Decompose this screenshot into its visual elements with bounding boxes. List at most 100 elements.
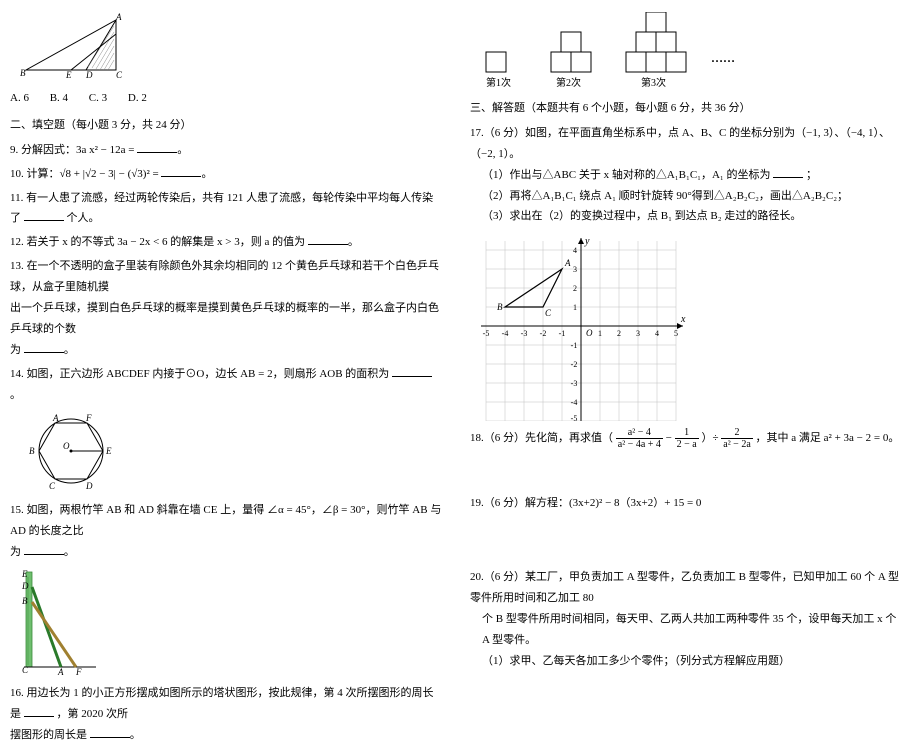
svg-text:E: E (65, 70, 72, 80)
section-2-title: 二、填空题（每小题 3 分，共 24 分） (10, 115, 442, 136)
q15-blank (24, 543, 64, 555)
q13-blank (24, 341, 64, 353)
q16-blank-1 (24, 705, 54, 717)
svg-text:A: A (115, 12, 122, 22)
q14-blank (392, 365, 432, 377)
q14-figure: A F E D C B O (16, 409, 442, 494)
svg-text:-5: -5 (483, 329, 490, 338)
spacer-1 (470, 453, 902, 493)
svg-text:4: 4 (573, 246, 577, 255)
q15-figure: E D B C A F (16, 567, 442, 677)
q14-text: 14. 如图，正六边形 ABCDEF 内接于⊙O，边长 AB = 2，则扇形 A… (10, 368, 389, 380)
svg-text:-1: -1 (559, 329, 566, 338)
svg-text:1: 1 (598, 329, 602, 338)
svg-text:x: x (680, 314, 686, 325)
q18: 18.（6 分）先化简，再求值（ a² − 4 a² − 4a + 4 − 1 … (470, 427, 902, 450)
svg-text:-4: -4 (502, 329, 509, 338)
option-b: B. 4 (50, 92, 68, 104)
svg-text:C: C (545, 308, 552, 318)
svg-text:-2: -2 (571, 360, 578, 369)
option-d: D. 2 (128, 92, 147, 104)
svg-text:D: D (21, 581, 29, 591)
q8-figure: A B E D C (16, 12, 442, 82)
q18-c: ，其中 a 满足 a² + 3a − 2 = 0。 (756, 432, 900, 444)
svg-text:2: 2 (617, 329, 621, 338)
q20-line1: 20.（6 分）某工厂，甲负责加工 A 型零件，乙负责加工 B 型零件，已知甲加… (470, 567, 902, 609)
q17-3: （3）求出在（2）的变换过程中，点 B₁ 到达点 B₂ 走过的路径长。 (470, 206, 902, 227)
q20: 20.（6 分）某工厂，甲负责加工 A 型零件，乙负责加工 B 型零件，已知甲加… (470, 567, 902, 671)
hexagon-svg: A F E D C B O (16, 409, 126, 494)
q20-line2: 个 B 型零件所用时间相同，每天甲、乙两人共加工两种零件 35 个，设甲每天加工… (470, 609, 902, 651)
svg-text:B: B (20, 68, 26, 78)
q10-blank (161, 165, 201, 177)
q18-b: ）÷ (701, 432, 718, 444)
svg-text:y: y (584, 236, 590, 247)
q11-tail: 个人。 (67, 212, 100, 224)
q13-line3: 为 。 (10, 340, 442, 361)
q17-figure: -5-4-3 -2-1 123 45 1234 -1-2-3 -4-5 O x … (476, 231, 902, 421)
cube-label-1: 第1次 (486, 76, 511, 89)
q17-stem: 17.（6 分）如图，在平面直角坐标系中，点 A、B、C 的坐标分别为（−1, … (470, 123, 902, 165)
q20-line3: （1）求甲、乙每天各加工多少个零件；（列分式方程解应用题） (470, 651, 902, 672)
svg-text:D: D (85, 481, 93, 491)
svg-text:E: E (105, 446, 112, 456)
q9-text: 9. 分解因式：3a x² − 12a = (10, 144, 134, 156)
svg-text:5: 5 (674, 329, 678, 338)
svg-text:3: 3 (636, 329, 640, 338)
minus: − (666, 432, 675, 444)
q17-1: （1）作出与△ABC 关于 x 轴对称的△A₁B₁C₁，A₁ 的坐标为 ； (470, 165, 902, 186)
q15: 15. 如图，两根竹竿 AB 和 AD 斜靠在墙 CE 上，量得 ∠α = 45… (10, 500, 442, 563)
q16-figure: 第1次 第2次 第3次 …… (476, 12, 902, 92)
svg-text:O: O (63, 441, 70, 451)
q16-blank-2 (90, 726, 130, 738)
svg-text:4: 4 (655, 329, 659, 338)
q13-line2: 出一个乒乓球，摸到白色乒乓球的概率是摸到黄色乒乓球的概率的一半，那么盒子内白色乒… (10, 298, 442, 340)
right-column: 第1次 第2次 第3次 …… 三、解答题（本题共有 6 个小题，每小题 6 分，… (460, 0, 920, 651)
svg-text:E: E (21, 569, 28, 579)
q18-a: 18.（6 分）先化简，再求值（ (470, 432, 613, 444)
cube-label-2: 第2次 (556, 76, 581, 89)
option-c: C. 3 (89, 92, 107, 104)
q16-line2: 摆图形的周长是 。 (10, 725, 442, 746)
svg-text:B: B (22, 596, 28, 606)
svg-text:-3: -3 (521, 329, 528, 338)
q19: 19.（6 分）解方程：(3x+2)² − 8（3x+2）+ 15 = 0 (470, 493, 902, 514)
frac-1: a² − 4 a² − 4a + 4 (616, 427, 663, 450)
q12: 12. 若关于 x 的不等式 3a − 2x < 6 的解集是 x > 3，则 … (10, 232, 442, 253)
q10-text: 10. 计算：√8 + |√2 − 3| − (√3)² = (10, 168, 159, 180)
q9: 9. 分解因式：3a x² − 12a = 。 (10, 140, 442, 161)
q9-blank (137, 141, 177, 153)
svg-text:-5: -5 (571, 414, 578, 421)
q12-blank (308, 233, 348, 245)
svg-text:B: B (29, 446, 35, 456)
section-3-title: 三、解答题（本题共有 6 个小题，每小题 6 分，共 36 分） (470, 98, 902, 119)
svg-text:C: C (116, 70, 123, 80)
svg-text:F: F (85, 413, 92, 423)
q13-line1: 13. 在一个不透明的盒子里装有除颜色外其余均相同的 12 个黄色乒乓球和若干个… (10, 256, 442, 298)
left-column: A B E D C A. 6 B. 4 C. 3 D. 2 二、填空题（每小题 … (0, 0, 460, 651)
q11-blank (24, 209, 64, 221)
q17: 17.（6 分）如图，在平面直角坐标系中，点 A、B、C 的坐标分别为（−1, … (470, 123, 902, 227)
frac-2: 1 2 − a (675, 427, 699, 450)
svg-text:-4: -4 (571, 398, 578, 407)
q14: 14. 如图，正六边形 ABCDEF 内接于⊙O，边长 AB = 2，则扇形 A… (10, 364, 442, 406)
svg-text:B: B (497, 302, 503, 312)
q15-line2: 为 。 (10, 542, 442, 563)
svg-text:F: F (75, 667, 82, 677)
svg-text:-2: -2 (540, 329, 547, 338)
svg-text:A: A (57, 667, 64, 677)
svg-text:-3: -3 (571, 379, 578, 388)
option-a: A. 6 (10, 92, 29, 104)
svg-text:C: C (22, 665, 29, 675)
triangle-svg: A B E D C (16, 12, 136, 82)
svg-text:A: A (52, 413, 59, 423)
q17-1-blank (773, 166, 803, 178)
q8-options: A. 6 B. 4 C. 3 D. 2 (10, 88, 442, 109)
svg-text:2: 2 (573, 284, 577, 293)
q15-text: 15. 如图，两根竹竿 AB 和 AD 斜靠在墙 CE 上，量得 ∠α = 45… (10, 500, 442, 542)
q12-text: 12. 若关于 x 的不等式 3a − 2x < 6 的解集是 x > 3，则 … (10, 236, 305, 248)
svg-text:D: D (85, 70, 93, 80)
svg-text:3: 3 (573, 265, 577, 274)
frac-3: 2 a² − 2a (721, 427, 753, 450)
svg-text:1: 1 (573, 303, 577, 312)
